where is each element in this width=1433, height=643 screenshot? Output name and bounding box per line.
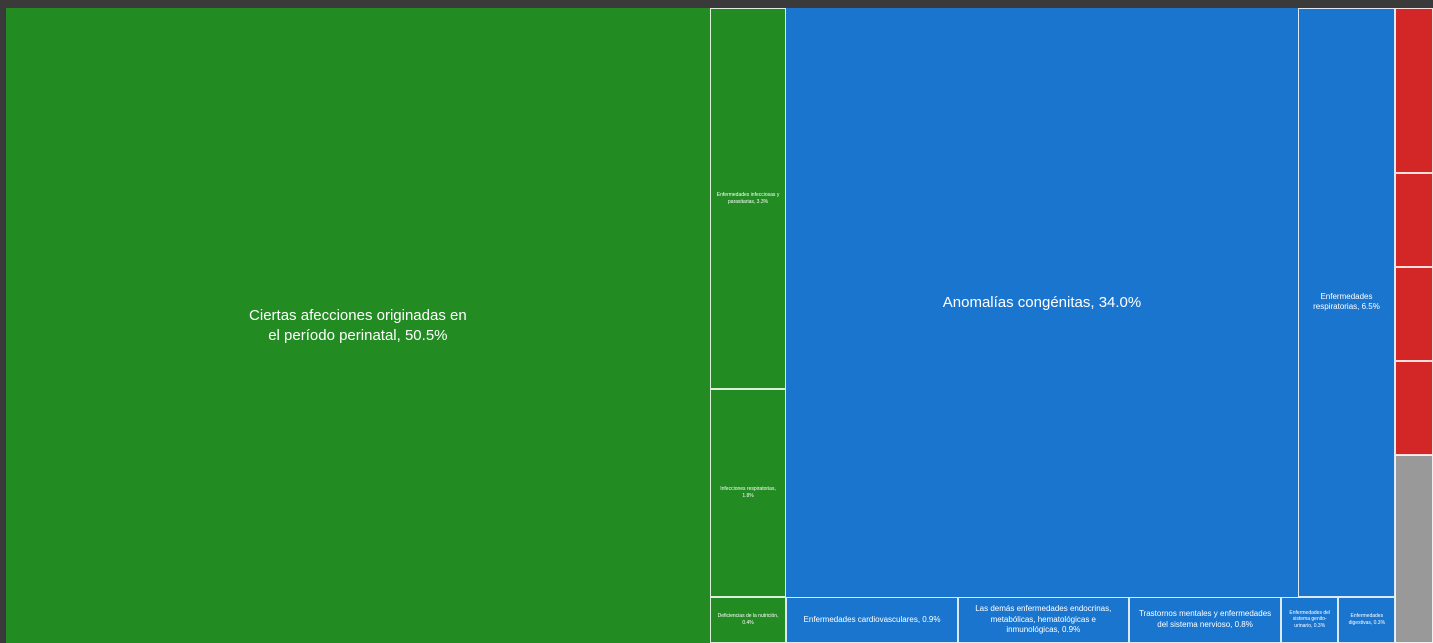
- treemap-cell-label: Las demás enfermedades endocrinas, metab…: [975, 604, 1112, 634]
- treemap-cell-ciertas-afecciones-originadas-en-el-peri[interactable]: Ciertas afecciones originadas en el perí…: [6, 8, 710, 643]
- treemap-cell-label: Deficiencias de la nutrición, 0.4%: [717, 613, 779, 626]
- treemap-cell-enfermedades-digestivas-0-3[interactable]: Enfermedades digestivas, 0.3%: [1338, 596, 1396, 643]
- treemap-cell-red-0[interactable]: [1395, 8, 1433, 173]
- treemap-cell-gray-0[interactable]: [1395, 454, 1433, 643]
- treemap-cell-trastornos-mentales-y-enfermedades-del-s[interactable]: Trastornos mentales y enfermedades del s…: [1128, 596, 1282, 643]
- treemap-cell-label: Infecciones respiratorias, 1.8%: [720, 486, 776, 499]
- treemap-cell-red-2[interactable]: [1395, 266, 1433, 361]
- treemap-cell-label: Ciertas afecciones originadas en el perí…: [249, 307, 467, 344]
- treemap-cell-enfermedades-del-sistema-genito-urinario[interactable]: Enfermedades del sistema genito-urinario…: [1281, 596, 1339, 643]
- treemap-cell-label: Trastornos mentales y enfermedades del s…: [1138, 609, 1272, 629]
- treemap-cell-enfermedades-respiratorias-6-5[interactable]: Enfermedades respiratorias, 6.5%: [1297, 8, 1396, 597]
- treemap-cell-enfermedades-infecciosas-y-parasitarias-[interactable]: Enfermedades infecciosas y parasitarias,…: [709, 8, 787, 389]
- treemap-cell-anomalias-congenitas-34-0[interactable]: Anomalías congénitas, 34.0%: [786, 8, 1298, 597]
- treemap-cell-deficiencias-de-la-nutricion-0-4[interactable]: Deficiencias de la nutrición, 0.4%: [709, 596, 787, 643]
- treemap-cell-red-3[interactable]: [1395, 360, 1433, 455]
- treemap-cell-label: Anomalías congénitas, 34.0%: [942, 293, 1142, 311]
- treemap-cell-label: Enfermedades digestivas, 0.3%: [1348, 613, 1386, 626]
- treemap-cell-label: Enfermedades del sistema genito-urinario…: [1289, 609, 1331, 629]
- treemap-cell-las-demas-enfermedades-endocrinas-metabo[interactable]: Las demás enfermedades endocrinas, metab…: [957, 596, 1129, 643]
- treemap-cell-red-1[interactable]: [1395, 172, 1433, 267]
- treemap-cell-label: Enfermedades infecciosas y parasitarias,…: [716, 192, 780, 205]
- treemap-cell-infecciones-respiratorias-1-8[interactable]: Infecciones respiratorias, 1.8%: [709, 389, 787, 597]
- treemap-cell-label: Enfermedades respiratorias, 6.5%: [1313, 291, 1380, 312]
- treemap-cell-enfermedades-cardiovasculares-0-9[interactable]: Enfermedades cardiovasculares, 0.9%: [786, 596, 958, 643]
- treemap-cell-label: Enfermedades cardiovasculares, 0.9%: [803, 614, 941, 624]
- treemap-chart: Ciertas afecciones originadas en el perí…: [6, 8, 1433, 643]
